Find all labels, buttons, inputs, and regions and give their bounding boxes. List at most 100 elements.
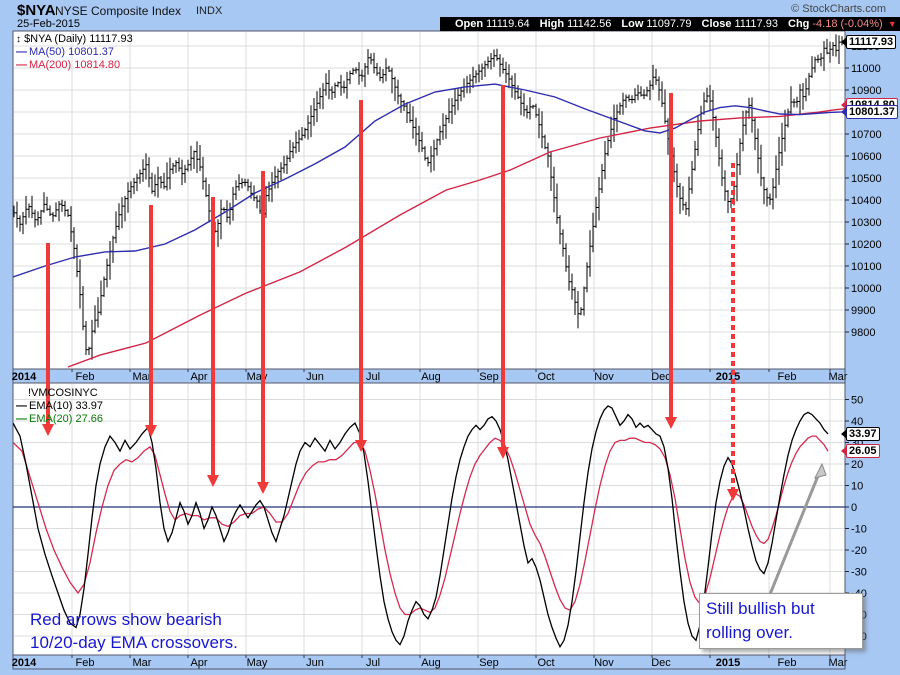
low-label: Low (621, 18, 644, 30)
indicator-y-tick-label: -10 (851, 524, 867, 536)
month-label: Sep (479, 657, 499, 669)
indicator-y-tick-label: 0 (851, 502, 857, 514)
main-chart-legend: ↕ $NYA (Daily) 11117.93 — MA(50) 10801.37… (16, 33, 133, 72)
month-label: Feb (76, 371, 95, 383)
indicator-title: !VMCOSINYC (28, 387, 98, 399)
month-label: Nov (594, 657, 614, 669)
ema20-value-callout: 26.05 (841, 443, 880, 458)
still-bullish-annotation-box: Still bullish but rolling over. (699, 593, 863, 649)
low-value: 11097.79 (646, 18, 692, 30)
ma50-price-callout: 10801.37 (841, 104, 898, 119)
red-arrow-head (145, 425, 157, 437)
month-label: Jul (366, 371, 380, 383)
ma200-swatch: — (16, 59, 27, 71)
red-arrow-head (257, 482, 269, 494)
box-line-2: rolling over. (706, 623, 793, 642)
red-arrow-head (727, 489, 739, 501)
red-arrow-head (42, 424, 54, 436)
main-y-tick-label: 10500 (851, 173, 882, 185)
month-label: Apr (190, 371, 207, 383)
box-line-1: Still bullish but (706, 599, 815, 618)
month-label: Nov (594, 371, 614, 383)
bearish-crossover-annotation: Red arrows show bearish 10/20-day EMA cr… (30, 608, 238, 654)
ma50-legend: MA(50) 10801.37 (29, 46, 114, 58)
month-label: Dec (651, 371, 671, 383)
red-arrow-head (497, 447, 509, 459)
gray-annotation-arrow-head (814, 462, 827, 479)
indicator-y-tick-label: 20 (851, 459, 863, 471)
indicator-y-tick-label: -20 (851, 545, 867, 557)
month-label: Jun (306, 657, 324, 669)
month-label: Feb (778, 657, 797, 669)
main-y-tick-label: 9900 (851, 305, 875, 317)
main-y-tick-label: 10000 (851, 283, 882, 295)
ohlc-price-bars (13, 34, 844, 360)
ma50-line (13, 83, 845, 278)
main-y-tick-label: 10900 (851, 85, 882, 97)
symbol-name: NYSE Composite Index (55, 4, 182, 18)
main-y-tick-label: 10300 (851, 217, 882, 229)
indicator-y-tick-label: -30 (851, 567, 867, 579)
ema10-value-callout: 33.97 (841, 426, 880, 441)
chart-style-icon: ↕ (16, 34, 21, 45)
chg-value: -4.18 (-0.04%) (812, 18, 883, 30)
month-label: Aug (421, 371, 441, 383)
ema20-swatch: — (16, 413, 27, 425)
ema10-swatch: — (16, 400, 27, 412)
month-label: Aug (421, 657, 441, 669)
bottom-month-strip (12, 654, 846, 670)
quote-row: 25-Feb-2015 Open 11119.64 High 11142.56 Lo… (0, 16, 900, 31)
high-label: High (539, 18, 565, 30)
main-y-tick-label: 10100 (851, 261, 882, 273)
month-label: Apr (190, 657, 207, 669)
open-value: 11119.64 (486, 18, 530, 30)
main-y-tick-label: 11000 (851, 63, 881, 75)
main-y-tick-label: 10700 (851, 129, 882, 141)
month-label: Oct (537, 657, 554, 669)
month-label: 2014 (12, 371, 37, 383)
title-bar: $NYA NYSE Composite Index INDX © StockCh… (0, 0, 900, 19)
ema20-legend: EMA(20) 27.66 (29, 413, 103, 425)
month-label: Dec (651, 657, 671, 669)
last-price-callout: 11117.93 (840, 35, 897, 50)
mid-month-strip (12, 368, 846, 384)
month-label: Mar (133, 657, 152, 669)
month-label: Oct (537, 371, 554, 383)
close-label: Close (701, 18, 732, 30)
red-arrow-head (355, 440, 367, 452)
ema20-line (13, 435, 829, 616)
month-label: Mar (829, 657, 848, 669)
ema10-legend: EMA(10) 33.97 (29, 400, 103, 412)
chg-label: Chg (788, 18, 810, 30)
gray-annotation-arrow (760, 465, 824, 615)
open-label: Open (455, 18, 484, 30)
annotation-line-2: 10/20-day EMA crossovers. (30, 633, 238, 652)
month-label: Feb (778, 371, 797, 383)
ma200-legend: MA(200) 10814.80 (29, 59, 121, 71)
month-label: Mar (829, 371, 848, 383)
close-value: 11117.93 (734, 18, 778, 30)
indicator-y-tick-label: 10 (851, 481, 863, 493)
exchange-label: INDX (196, 5, 223, 17)
month-label: Feb (76, 657, 95, 669)
month-label: Mar (133, 371, 152, 383)
main-y-tick-label: 10400 (851, 195, 882, 207)
copyright-label: © StockCharts.com (791, 3, 886, 15)
main-y-tick-label: 10600 (851, 151, 882, 163)
month-label: 2015 (716, 371, 740, 383)
indicator-legend: !VMCOSINYC — EMA(10) 33.97 — EMA(20) 27.66 (16, 387, 103, 426)
red-arrow-head (207, 475, 219, 487)
annotation-line-1: Red arrows show bearish (30, 610, 222, 629)
ma50-swatch: — (16, 46, 27, 58)
month-label: Sep (479, 371, 499, 383)
main-y-tick-label: 10200 (851, 239, 882, 251)
main-legend-title: $NYA (Daily) 11117.93 (24, 33, 133, 45)
indicator-y-tick-label: 50 (851, 395, 863, 407)
main-y-tick-label: 9800 (851, 327, 875, 339)
month-label: 2014 (12, 657, 37, 669)
month-label: Jun (306, 371, 324, 383)
chart-date: 25-Feb-2015 (17, 18, 80, 30)
chg-dropdown-icon[interactable]: ▼ (887, 19, 897, 29)
